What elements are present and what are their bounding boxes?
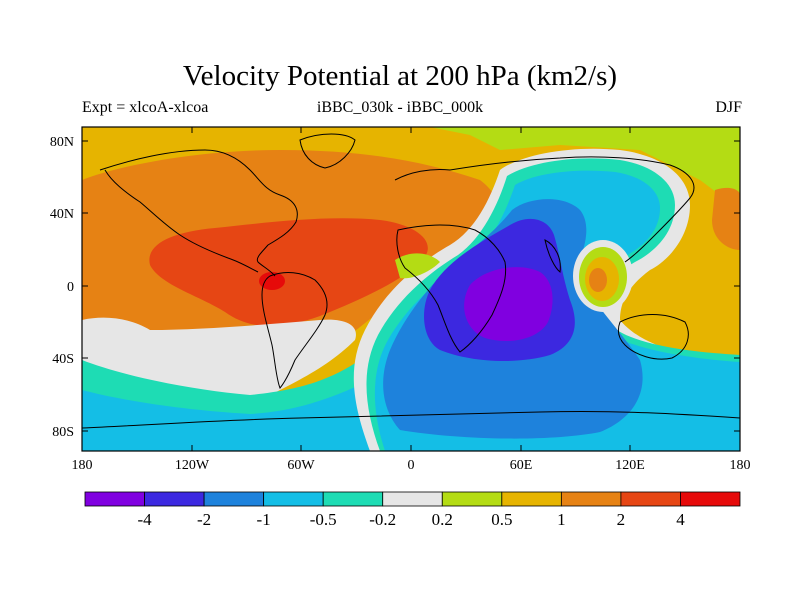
season-label: DJF <box>715 99 742 116</box>
lon-label-180w: 180 <box>72 458 93 473</box>
colorbar-label: -0.5 <box>310 510 337 529</box>
coast-north-america <box>99 149 298 277</box>
band-yellowgreen-north <box>430 127 740 210</box>
band-orange-east-pacific <box>712 187 740 250</box>
lon-label-120w: 120W <box>175 458 210 473</box>
coast-australia <box>617 314 689 360</box>
coast-india <box>544 239 561 273</box>
coast-south-america <box>261 272 328 389</box>
colorbar-swatch <box>441 491 503 507</box>
colorbar-swatch <box>382 491 443 507</box>
colorbar-swatch <box>322 491 384 507</box>
experiment-label: Expt = xlcoA-xlcoa <box>82 99 209 116</box>
lat-label-40s: 40S <box>52 352 74 367</box>
colorbar-label: 0.2 <box>432 510 453 529</box>
colorbar-swatch <box>263 491 324 507</box>
comparison-label: iBBC_030k - iBBC_000k <box>316 99 484 116</box>
colorbar-label: 2 <box>617 510 626 529</box>
band-red-maximum <box>259 272 285 290</box>
lat-label-0: 0 <box>67 280 74 295</box>
colorbar-label: -1 <box>257 510 271 529</box>
colorbar-swatch <box>84 491 145 507</box>
band-yellowgreen-africa <box>395 253 440 279</box>
band-orange-indonesia <box>589 268 607 292</box>
colorbar-swatch <box>620 491 681 507</box>
coast-greenland <box>299 133 356 169</box>
colorbar-label: -2 <box>197 510 211 529</box>
colorbar: -4 -2 -1 -0.5 -0.2 0.2 0.5 1 2 4 <box>84 491 741 529</box>
colorbar-swatch <box>203 491 265 507</box>
colorbar-swatch <box>680 491 741 507</box>
lat-label-80n: 80N <box>50 135 74 150</box>
colorbar-label: -4 <box>137 510 152 529</box>
colorbar-label: -0.2 <box>369 510 396 529</box>
lat-label-40n: 40N <box>50 207 74 222</box>
band-purple-minimum <box>464 267 553 342</box>
lon-label-180e: 180 <box>730 458 751 473</box>
latitude-axis: 80N 40N 0 40S 80S <box>50 135 740 440</box>
coast-eurasia <box>394 156 695 263</box>
coast-north-america-west <box>104 169 259 273</box>
colorbar-label: 4 <box>676 510 685 529</box>
lon-label-0: 0 <box>408 458 415 473</box>
lat-label-80s: 80S <box>52 425 74 440</box>
band-teal-south <box>82 360 370 414</box>
coast-africa <box>396 224 507 353</box>
band-cyan-south <box>82 375 380 451</box>
colorbar-swatch <box>560 491 622 507</box>
colorbar-swatch <box>501 491 562 507</box>
longitude-axis: 180 120W 60W 0 60E 120E 180 <box>72 127 751 473</box>
lon-label-60e: 60E <box>510 458 533 473</box>
contour-field <box>82 127 740 451</box>
coastlines <box>82 133 740 429</box>
colorbar-swatch <box>144 491 205 507</box>
lon-label-60w: 60W <box>287 458 315 473</box>
band-grey-southwest <box>82 317 356 400</box>
colorbar-label: 0.5 <box>491 510 512 529</box>
coast-antarctica <box>82 410 740 429</box>
plot-title: Velocity Potential at 200 hPa (km2/s) <box>182 60 618 92</box>
colorbar-label: 1 <box>557 510 566 529</box>
lon-label-120e: 120E <box>615 458 645 473</box>
